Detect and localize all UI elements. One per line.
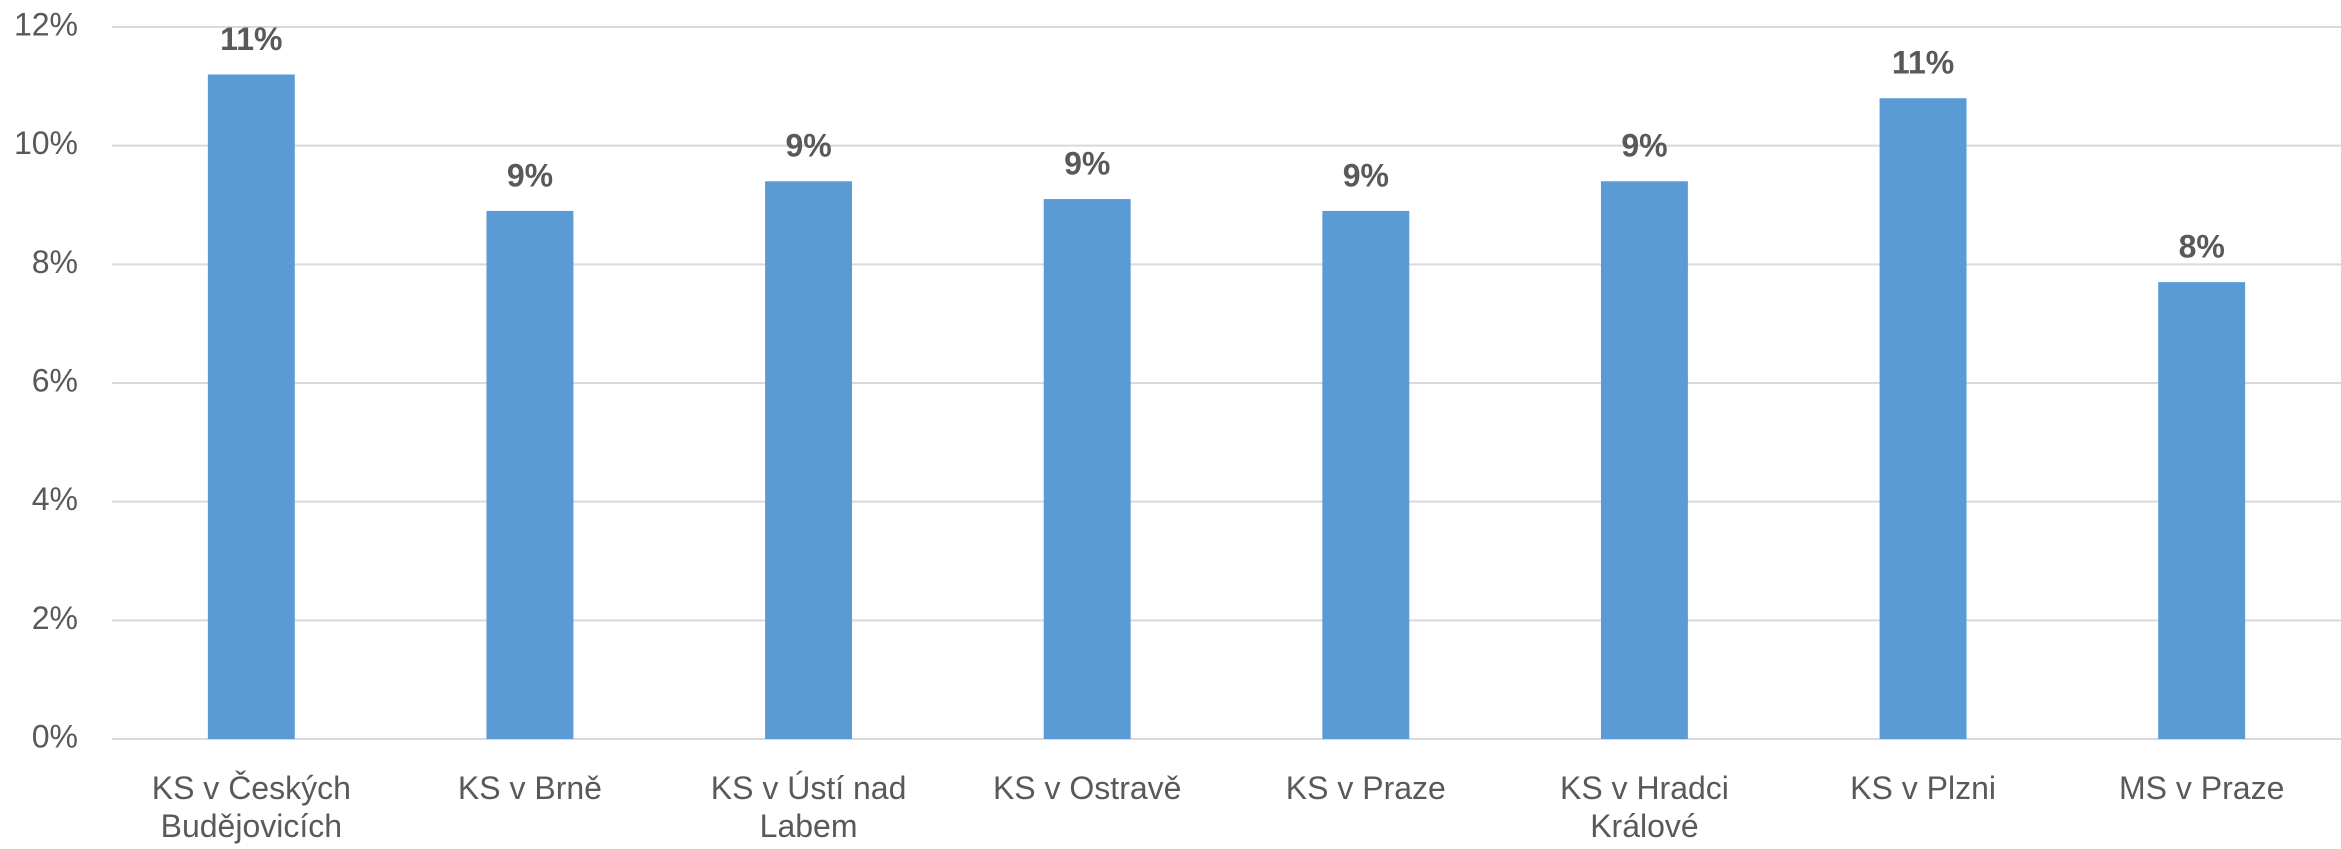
y-tick-label: 12% [14, 6, 78, 42]
x-tick-label: KS v Praze [1285, 770, 1446, 806]
y-tick-label: 4% [32, 481, 78, 517]
data-label: 9% [1064, 146, 1110, 182]
x-tick-label: KS v Plzni [1850, 770, 1996, 806]
x-tick-label: KS v Ostravě [992, 770, 1182, 806]
data-label: 11% [1892, 45, 1954, 81]
data-label: 11% [220, 21, 282, 57]
bar [2158, 282, 2246, 739]
x-tick-label: MS v Praze [2119, 770, 2285, 806]
y-tick-label: 2% [32, 600, 78, 636]
bar [1043, 199, 1131, 740]
bar [765, 181, 853, 739]
x-tick-label: KS v Českých Budějovicích [151, 770, 351, 844]
bar [1879, 98, 1967, 739]
bar [1322, 210, 1410, 739]
data-label: 8% [2179, 229, 2225, 265]
y-tick-label: 6% [32, 362, 78, 398]
y-tick-label: 8% [32, 244, 78, 280]
x-tick-label: KS v Hradci Králové [1559, 770, 1729, 844]
x-tick-label: KS v Ústí nad Labem [710, 770, 907, 844]
data-label: 9% [1343, 157, 1389, 193]
bar [1600, 181, 1688, 739]
y-tick-label: 0% [32, 718, 78, 754]
bar [486, 210, 574, 739]
data-label: 9% [785, 128, 831, 164]
bar [207, 74, 295, 739]
x-tick-label: KS v Brně [457, 770, 602, 806]
data-label: 9% [507, 157, 553, 193]
y-tick-label: 10% [14, 125, 78, 161]
data-label: 9% [1621, 128, 1667, 164]
